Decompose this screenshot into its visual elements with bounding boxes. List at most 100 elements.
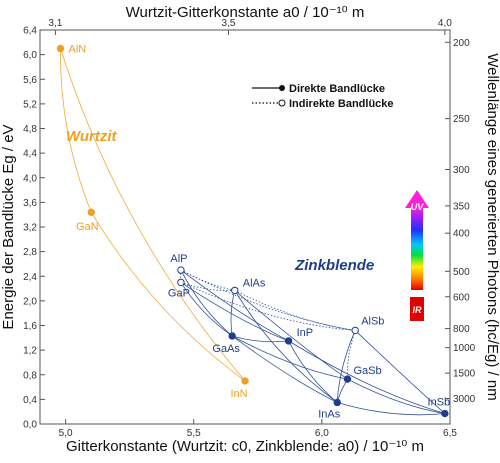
point-label-gan: GaN: [76, 221, 99, 233]
uv-arrow-head: [405, 190, 429, 208]
legend-direct-label: Direkte Bandlücke: [289, 83, 385, 95]
right-tick-label: 300: [453, 165, 470, 176]
connection-alas-gaas: [230, 290, 236, 337]
legend-indirect-label: Indirekte Bandlücke: [289, 98, 394, 110]
point-label-alp: AlP: [170, 253, 187, 265]
legend-direct-marker: [279, 85, 285, 91]
ir-block: [410, 297, 424, 321]
connection-alsb-insb: [354, 330, 446, 414]
y-tick-label: 4,8: [23, 124, 37, 135]
point-label-gasb: GaSb: [354, 365, 382, 377]
point-label-inn: InN: [230, 388, 247, 400]
connection-inas-insb: [337, 402, 445, 416]
connection-alsb-inas: [336, 330, 356, 403]
right-tick-label: 1000: [453, 343, 476, 354]
right-tick-label: 350: [453, 201, 470, 212]
connections: [60, 48, 446, 416]
top-tick-label: 3,5: [222, 18, 236, 29]
axis-ticks: 5,0 5,5 6,0 6,5 0,0 0,4 0,8 1,2 1,6 2,0 2,4 2,8 3,2 3…: [23, 18, 476, 439]
top-tick-label: 3,1: [48, 18, 62, 29]
connection-inp-inas: [288, 340, 338, 403]
connection-gaas-inas: [231, 335, 338, 403]
uv-label: UV: [411, 202, 424, 212]
x-tick-label: 5,5: [187, 428, 201, 439]
y-tick-label: 5,6: [23, 75, 37, 86]
legend: Direkte Bandlücke Indirekte Bandlücke: [252, 83, 394, 110]
y-tick-label: 4,0: [23, 173, 37, 184]
connection-alsb-gasb: [346, 330, 356, 380]
point-gaas: [228, 332, 236, 340]
point-aln: [56, 44, 65, 53]
legend-indirect-marker: [278, 99, 286, 107]
point-label-insb: InSb: [428, 397, 451, 409]
connection-gap-alsb: [180, 282, 356, 331]
connection-alp-inp: [180, 269, 289, 342]
x-tick-label: 5,0: [59, 428, 73, 439]
connection-alp-gaas: [180, 269, 233, 337]
top-axis-title: Wurtzit-Gitterkonstante a0 / 10⁻¹⁰ m: [126, 4, 365, 21]
point-alsb: [351, 326, 359, 335]
region-label-zinkblende: Zinkblende: [294, 257, 374, 274]
connection-aln-inn: [60, 48, 246, 382]
y-tick-label: 2,4: [23, 272, 37, 283]
point-label-alsb: AlSb: [361, 315, 384, 327]
x-tick-label: 6,5: [443, 428, 457, 439]
connection-gap-inp: [180, 282, 289, 342]
point-label-aln: AlN: [69, 43, 87, 55]
plot-frame: [39, 29, 451, 425]
right-tick-label: 200: [453, 38, 470, 49]
connection-aln-gan: [60, 48, 92, 213]
y-tick-label: 0,0: [23, 420, 37, 431]
point-alp: [177, 266, 185, 274]
y-tick-label: 2,0: [23, 296, 37, 307]
point-gap: [177, 278, 185, 287]
y-tick-label: 3,6: [23, 198, 37, 209]
connection-alp-alas: [180, 269, 235, 291]
point-insb: [441, 409, 449, 418]
y-axis-title: Energie der Bandlücke Eg / eV: [0, 124, 17, 329]
data-points: AlN GaN InN AlP GaP AlAs AlSb GaAs InP GaSb InAs In…: [56, 43, 451, 420]
connection-alas-gasb: [234, 290, 348, 380]
x-axis-title: Gitterkonstante (Wurtzit: c0, Zinkblende…: [66, 438, 424, 455]
spectrum-bar: UV IR: [405, 190, 429, 321]
connection-alas-alsb: [234, 290, 356, 331]
connection-alp-alsb: [180, 269, 356, 331]
right-tick-label: 600: [453, 292, 470, 303]
right-tick-label: 500: [453, 267, 470, 278]
connection-gaas-inp: [232, 335, 289, 343]
y-tick-label: 4,4: [23, 149, 37, 160]
connection-gasb-insb: [347, 378, 445, 414]
y-tick-label: 5,2: [23, 99, 37, 110]
right-tick-label: 800: [453, 324, 470, 335]
spectrum-gradient: [411, 207, 423, 290]
connection-gap-gaas: [180, 282, 233, 337]
ir-label: IR: [413, 305, 423, 315]
point-label-inas: InAs: [318, 408, 341, 420]
right-tick-label: 400: [453, 229, 470, 240]
point-alas: [231, 286, 239, 295]
y-tick-label: 0,4: [23, 395, 37, 406]
connection-alas-inas: [234, 290, 338, 403]
top-tick-label: 4,0: [438, 18, 452, 29]
region-label-wurtzit: Wurtzit: [66, 128, 118, 145]
point-label-alas: AlAs: [243, 277, 266, 289]
point-inp: [284, 337, 293, 345]
y-tick-label: 6,0: [23, 50, 37, 61]
y-tick-label: 1,6: [23, 321, 37, 332]
connection-gasb-inas: [336, 378, 348, 403]
point-label-inp: InP: [297, 327, 314, 339]
point-label-gap: GaP: [168, 287, 190, 299]
y-tick-label: 0,8: [23, 370, 37, 381]
y-tick-label: 2,8: [23, 247, 37, 258]
right-tick-label: 1500: [453, 369, 476, 380]
point-gan: [87, 208, 95, 216]
right-axis-title: Wellenlänge eines generierten Photons (h…: [484, 53, 500, 400]
connection-gap-alas: [180, 282, 235, 291]
point-inas: [333, 398, 341, 407]
connection-gan-inn: [90, 212, 246, 382]
point-label-gaas: GaAs: [212, 343, 240, 355]
y-tick-label: 6,4: [23, 26, 37, 37]
right-tick-label: 3000: [453, 394, 476, 405]
